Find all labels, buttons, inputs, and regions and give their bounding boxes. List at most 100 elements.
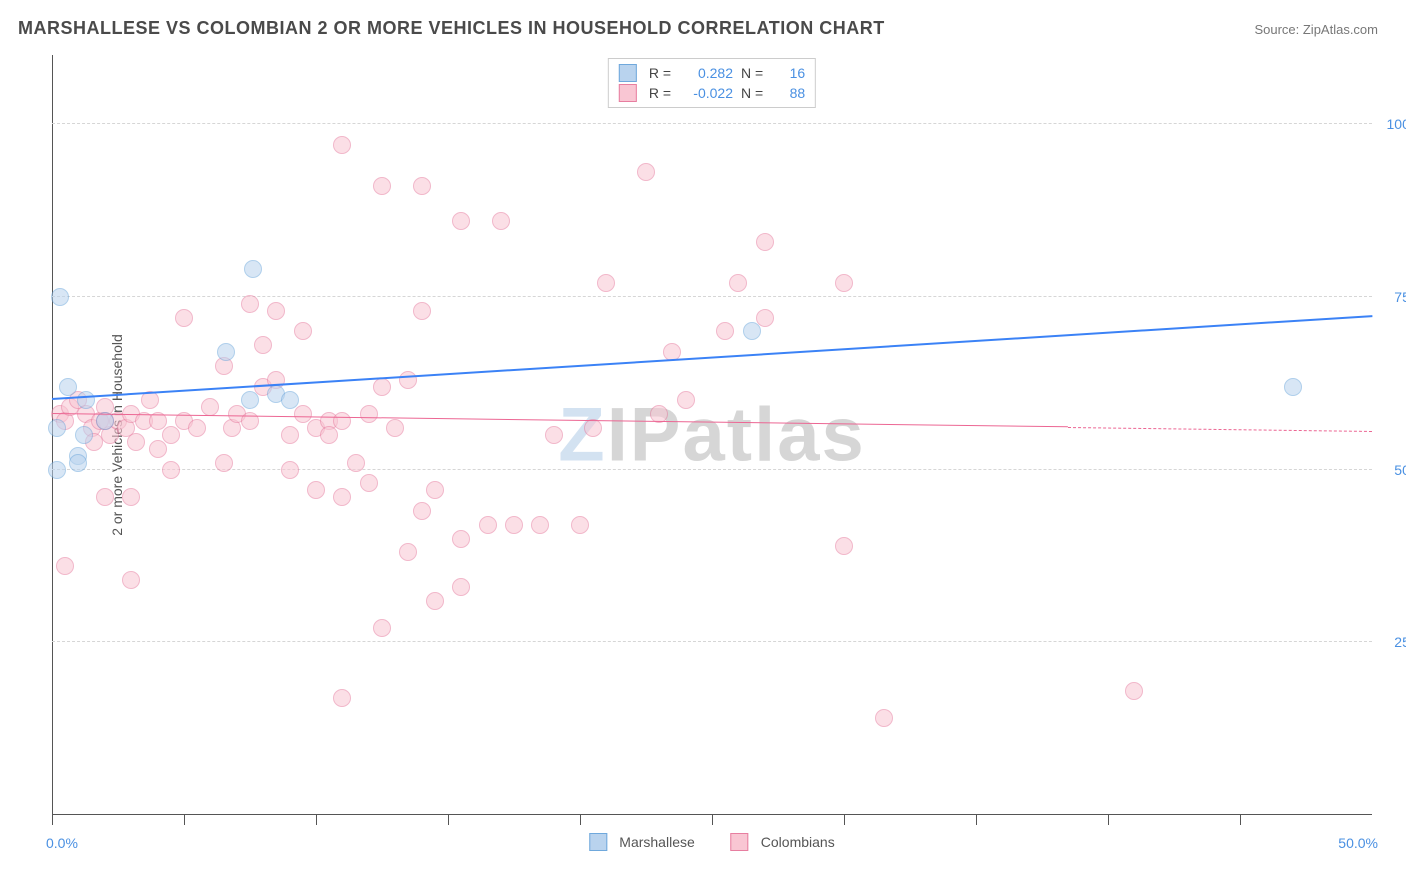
- scatter-point: [571, 516, 589, 534]
- scatter-point: [479, 516, 497, 534]
- scatter-point: [48, 419, 66, 437]
- scatter-point: [413, 302, 431, 320]
- scatter-point: [162, 461, 180, 479]
- r-label: R =: [649, 65, 671, 81]
- series-legend: Marshallese Colombians: [589, 833, 834, 851]
- scatter-point: [597, 274, 615, 292]
- scatter-plot: 2 or more Vehicles in Household 0.0% 50.…: [52, 55, 1372, 815]
- scatter-point: [77, 391, 95, 409]
- r-value-marshallese: 0.282: [681, 65, 733, 81]
- scatter-point: [875, 709, 893, 727]
- gridline: [52, 123, 1372, 124]
- y-tick-label: 25.0%: [1394, 634, 1406, 650]
- scatter-point: [531, 516, 549, 534]
- r-label: R =: [649, 85, 671, 101]
- scatter-point: [1284, 378, 1302, 396]
- scatter-point: [413, 177, 431, 195]
- swatch-colombians: [619, 84, 637, 102]
- scatter-point: [307, 481, 325, 499]
- scatter-point: [149, 440, 167, 458]
- scatter-point: [756, 233, 774, 251]
- scatter-point: [373, 378, 391, 396]
- scatter-point: [241, 391, 259, 409]
- x-tick: [976, 815, 977, 825]
- scatter-point: [188, 419, 206, 437]
- scatter-point: [373, 177, 391, 195]
- scatter-point: [333, 412, 351, 430]
- n-value-marshallese: 16: [773, 65, 805, 81]
- scatter-point: [743, 322, 761, 340]
- n-label: N =: [741, 85, 763, 101]
- x-tick: [316, 815, 317, 825]
- source-value: ZipAtlas.com: [1303, 22, 1378, 37]
- x-tick: [448, 815, 449, 825]
- legend-item-colombians: Colombians: [731, 833, 835, 851]
- scatter-point: [399, 371, 417, 389]
- gridline: [52, 469, 1372, 470]
- scatter-point: [677, 391, 695, 409]
- correlation-legend: R = 0.282 N = 16 R = -0.022 N = 88: [608, 58, 816, 108]
- x-tick: [712, 815, 713, 825]
- scatter-point: [267, 302, 285, 320]
- scatter-point: [386, 419, 404, 437]
- scatter-point: [215, 454, 233, 472]
- x-tick: [844, 815, 845, 825]
- swatch-colombians: [731, 833, 749, 851]
- scatter-point: [51, 288, 69, 306]
- scatter-point: [426, 592, 444, 610]
- legend-label-colombians: Colombians: [761, 834, 835, 850]
- scatter-point: [492, 212, 510, 230]
- n-label: N =: [741, 65, 763, 81]
- scatter-point: [294, 322, 312, 340]
- scatter-point: [637, 163, 655, 181]
- legend-row-marshallese: R = 0.282 N = 16: [619, 63, 805, 83]
- scatter-point: [217, 343, 235, 361]
- y-tick-label: 50.0%: [1394, 462, 1406, 478]
- scatter-point: [281, 461, 299, 479]
- scatter-point: [244, 260, 262, 278]
- scatter-point: [162, 426, 180, 444]
- scatter-point: [69, 454, 87, 472]
- scatter-point: [333, 488, 351, 506]
- x-tick: [184, 815, 185, 825]
- x-axis-min-label: 0.0%: [46, 835, 78, 851]
- scatter-point: [333, 689, 351, 707]
- scatter-point: [835, 274, 853, 292]
- scatter-point: [452, 212, 470, 230]
- scatter-point: [127, 433, 145, 451]
- scatter-point: [452, 578, 470, 596]
- x-tick: [1108, 815, 1109, 825]
- legend-item-marshallese: Marshallese: [589, 833, 694, 851]
- scatter-point: [75, 426, 93, 444]
- scatter-point: [241, 295, 259, 313]
- legend-label-marshallese: Marshallese: [619, 834, 694, 850]
- scatter-point: [122, 571, 140, 589]
- scatter-point: [347, 454, 365, 472]
- scatter-point: [729, 274, 747, 292]
- scatter-point: [59, 378, 77, 396]
- scatter-point: [254, 336, 272, 354]
- scatter-point: [320, 426, 338, 444]
- source-label: Source:: [1254, 22, 1302, 37]
- scatter-point: [281, 426, 299, 444]
- y-tick-label: 100.0%: [1387, 116, 1406, 132]
- scatter-point: [48, 461, 66, 479]
- scatter-point: [399, 543, 417, 561]
- x-tick: [52, 815, 53, 825]
- chart-title: MARSHALLESE VS COLOMBIAN 2 OR MORE VEHIC…: [18, 18, 885, 39]
- scatter-point: [175, 309, 193, 327]
- swatch-marshallese: [619, 64, 637, 82]
- source-attribution: Source: ZipAtlas.com: [1254, 22, 1378, 37]
- x-tick: [580, 815, 581, 825]
- scatter-point: [452, 530, 470, 548]
- scatter-point: [373, 619, 391, 637]
- scatter-point: [835, 537, 853, 555]
- scatter-point: [360, 405, 378, 423]
- scatter-point: [333, 136, 351, 154]
- scatter-point: [1125, 682, 1143, 700]
- scatter-point: [281, 391, 299, 409]
- scatter-point: [756, 309, 774, 327]
- x-tick: [1240, 815, 1241, 825]
- scatter-point: [505, 516, 523, 534]
- legend-row-colombians: R = -0.022 N = 88: [619, 83, 805, 103]
